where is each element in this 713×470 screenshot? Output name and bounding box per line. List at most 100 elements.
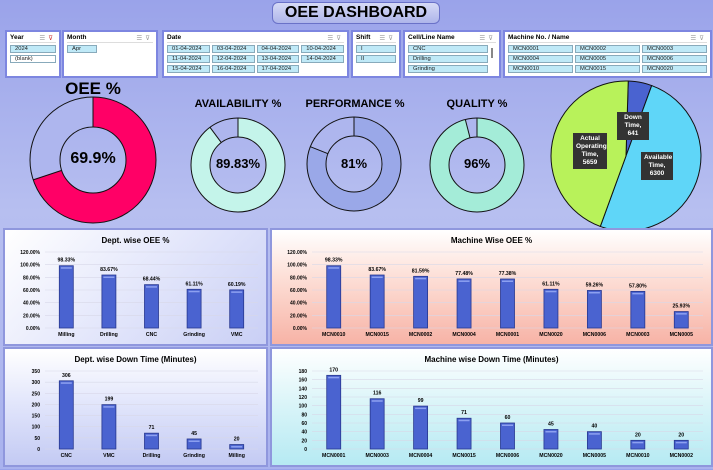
bar-highlight [588, 433, 600, 435]
x-category-label: Milling [58, 332, 74, 338]
bar-value-label: 99 [418, 398, 424, 404]
y-tick-label: 80 [301, 412, 307, 418]
performance-label: PERFORMANCE % [305, 98, 405, 110]
slicer-item[interactable]: MCN0020 [642, 65, 707, 73]
bar-highlight [371, 400, 383, 402]
dashboard-title: OEE DASHBOARD [272, 2, 440, 24]
y-tick-label: 40.00% [290, 301, 308, 307]
bar [101, 274, 117, 329]
slicer-item[interactable]: MCN0001 [508, 45, 573, 53]
bar-highlight [328, 376, 340, 379]
slicer-item[interactable]: II [356, 55, 396, 63]
bar-highlight [632, 441, 644, 444]
bar-value-label: 71 [461, 410, 467, 416]
pie-label-down-time: Down Time, 641 [617, 112, 649, 140]
bar-value-label: 306 [62, 373, 71, 379]
bar-value-label: 68.44% [143, 277, 161, 283]
slicer-item[interactable]: 10-04-2024 [301, 45, 344, 53]
y-tick-label: 300 [32, 380, 41, 386]
bar-highlight [458, 280, 470, 282]
x-category-label: MCN0015 [365, 332, 388, 338]
slicer-date: Date ☰⊽ 01-04-2024 03-04-2024 04-04-2024 10-… [162, 30, 349, 78]
slicer-year: Year ☰⊽ 2024 (blank) [5, 30, 61, 78]
clear-filter-icon[interactable]: ☰⊽ [690, 35, 707, 42]
bar [58, 265, 74, 329]
slicer-item[interactable]: 15-04-2024 [167, 65, 210, 73]
y-tick-label: 120.00% [20, 250, 40, 256]
bar-value-label: 45 [548, 422, 554, 428]
bar-value-label: 60 [505, 415, 511, 421]
slicer-item[interactable]: MCN0010 [508, 65, 573, 73]
y-tick-label: 0 [304, 447, 307, 453]
slicer-label: Machine No. / Name [508, 34, 570, 41]
bar-highlight [188, 290, 200, 293]
bar-value-label: 116 [373, 391, 381, 397]
slicer-item[interactable]: MCN0004 [508, 55, 573, 63]
slicer-label: Year [10, 34, 24, 41]
y-tick-label: 20 [301, 438, 307, 444]
slicer-item[interactable]: 12-04-2024 [211, 55, 255, 63]
bar [413, 275, 429, 329]
bar-highlight [231, 291, 243, 293]
x-category-label: MCN0003 [626, 332, 649, 338]
availability-label: AVAILABILITY % [194, 98, 282, 110]
slicer-item[interactable]: Drilling [408, 55, 488, 63]
y-tick-label: 40 [301, 430, 307, 436]
slicer-item[interactable]: Apr [67, 45, 97, 53]
pie-label-available-time: Available Time, 6300 [641, 152, 673, 180]
bar [456, 278, 472, 329]
slicer-item[interactable]: 2024 [10, 45, 56, 53]
slicer-item[interactable]: 16-04-2024 [211, 65, 255, 73]
bar-highlight [545, 290, 557, 293]
slicer-item[interactable]: (blank) [10, 55, 56, 63]
slicer-item[interactable]: Grinding [408, 65, 488, 73]
x-category-label: MCN0020 [539, 332, 562, 338]
y-tick-label: 140 [299, 386, 308, 392]
slicer-item[interactable]: 17-04-2024 [256, 65, 300, 73]
y-tick-label: 50 [34, 436, 40, 442]
slicer-label: Cell/Line Name [408, 34, 455, 41]
bar-highlight [231, 446, 243, 448]
clear-filter-icon[interactable]: ☰⊽ [136, 35, 153, 42]
slicer-item[interactable]: 13-04-2024 [256, 55, 300, 63]
scrollbar[interactable] [491, 48, 493, 58]
oee-label: OEE % [65, 79, 121, 98]
x-category-label: MCN0010 [322, 332, 345, 338]
slicer-item[interactable]: MCN0005 [575, 55, 640, 63]
bar [58, 380, 74, 450]
bar-highlight [103, 406, 115, 408]
clear-filter-icon[interactable]: ☰⊽ [379, 35, 396, 42]
bar-value-label: 61.11% [185, 281, 203, 287]
slicer-item[interactable]: 01-04-2024 [167, 45, 210, 53]
slicer-item[interactable]: MCN0015 [575, 65, 640, 73]
slicer-item[interactable]: 11-04-2024 [167, 55, 210, 63]
multi-select-icon[interactable]: ☰⊽ [39, 35, 56, 42]
slicer-item[interactable]: CNC [408, 45, 488, 53]
y-tick-label: 80.00% [23, 275, 41, 281]
clear-filter-icon[interactable]: ☰⊽ [479, 35, 496, 42]
x-category-label: MCN0015 [452, 453, 475, 459]
slicer-item[interactable]: I [356, 45, 396, 53]
slicer-item[interactable]: MCN0003 [642, 45, 707, 53]
slicer-item[interactable]: MCN0006 [642, 55, 707, 63]
machine-downtime-chart: Machine wise Down Time (Minutes) 0 20 40 60 8… [270, 347, 713, 467]
clear-filter-icon[interactable]: ☰⊽ [327, 35, 344, 42]
slicer-label: Date [167, 34, 182, 41]
bar [369, 274, 385, 329]
x-category-label: MCN0001 [322, 453, 345, 459]
bar-highlight [146, 434, 157, 437]
slicer-label: Month [67, 34, 87, 41]
y-tick-label: 60 [301, 421, 307, 427]
y-tick-label: 180 [299, 369, 308, 375]
bar-value-label: 98.33% [325, 258, 343, 264]
slicer-item[interactable]: MCN0002 [575, 45, 640, 53]
slicer-item[interactable]: 04-04-2024 [256, 45, 300, 53]
slicer-item[interactable]: 14-04-2024 [301, 55, 344, 63]
x-category-label: VMC [103, 453, 115, 459]
bar-highlight [588, 291, 600, 294]
bar-value-label: 59.26% [586, 282, 604, 288]
y-tick-label: 120.00% [287, 250, 307, 256]
bar-highlight [415, 277, 427, 280]
slicer-item[interactable]: 03-04-2024 [211, 45, 255, 53]
bar [543, 288, 559, 329]
